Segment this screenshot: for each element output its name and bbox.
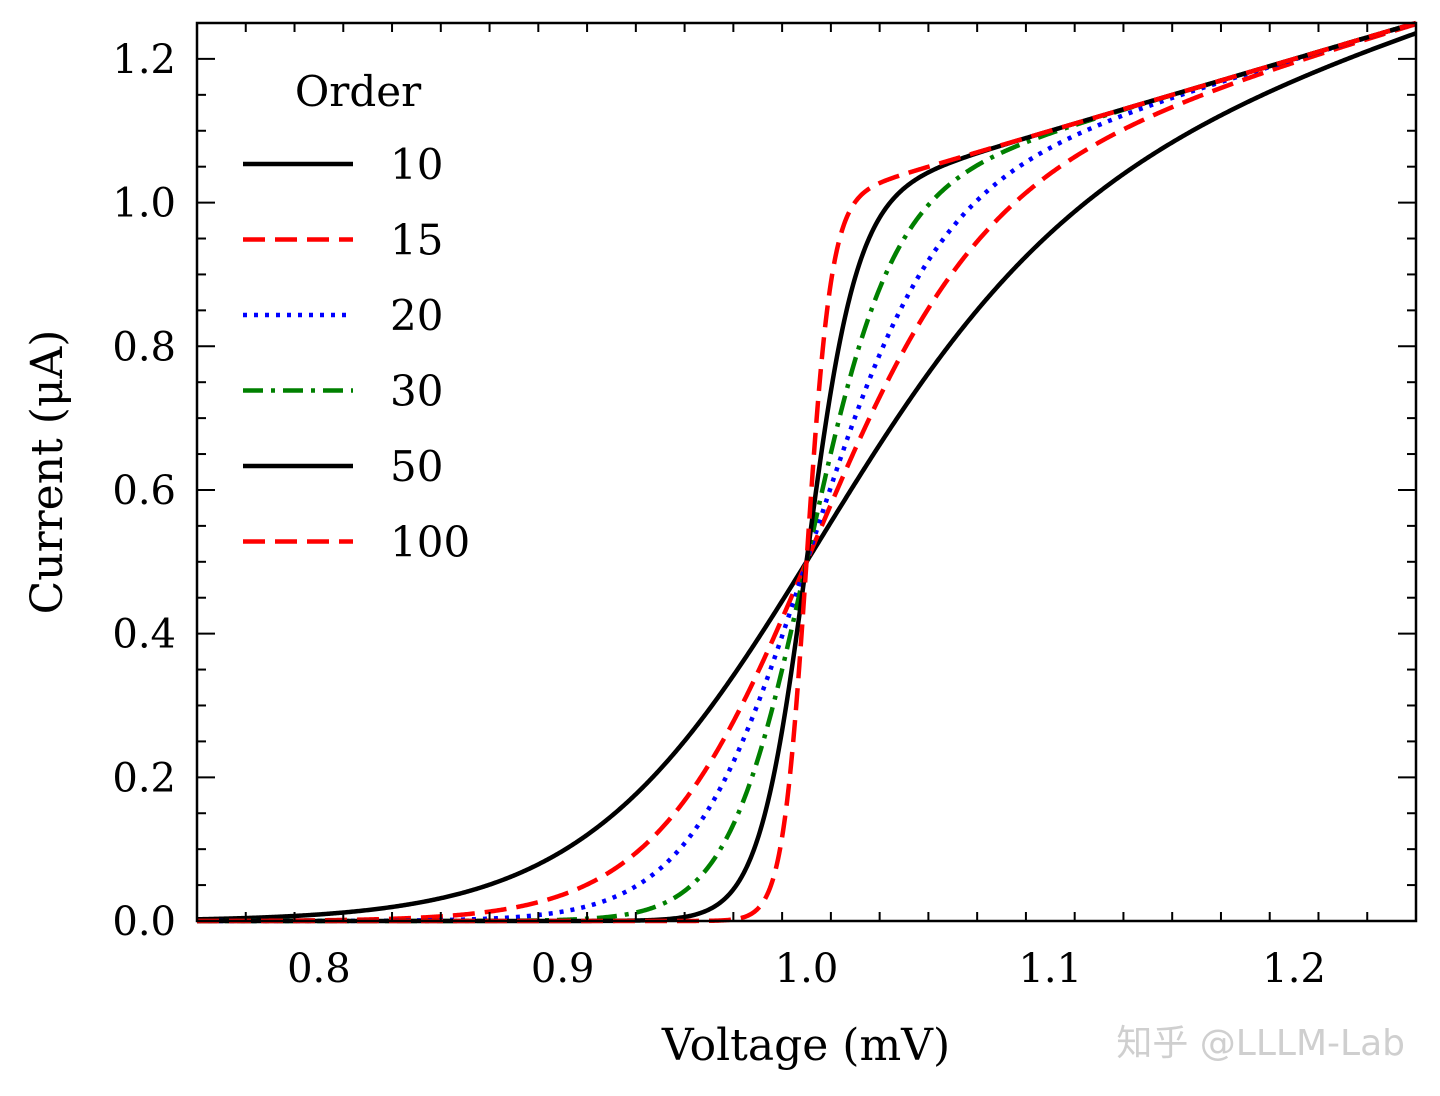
y-tick-label: 0.0 bbox=[112, 899, 176, 945]
legend-label-20: 20 bbox=[390, 291, 443, 340]
legend-label-15: 15 bbox=[390, 216, 443, 265]
y-tick-label: 1.0 bbox=[112, 181, 176, 227]
legend-label-100: 100 bbox=[390, 518, 470, 567]
ticks bbox=[196, 22, 1417, 922]
x-tick-label: 0.8 bbox=[287, 946, 351, 992]
y-tick-label: 1.2 bbox=[112, 37, 176, 83]
x-tick-labels: 0.8 0.9 1.0 1.1 1.2 bbox=[287, 946, 1326, 992]
watermark: 知乎 @LLLM-Lab bbox=[1116, 1023, 1405, 1064]
y-tick-label: 0.8 bbox=[112, 324, 176, 370]
series-line-50 bbox=[197, 20, 1417, 924]
legend-label-10: 10 bbox=[390, 140, 443, 189]
y-tick-labels: 0.0 0.2 0.4 0.6 0.8 1.0 1.2 bbox=[112, 37, 176, 945]
y-axis-title: Current (μA) bbox=[22, 330, 73, 615]
series-line-15 bbox=[197, 21, 1417, 924]
y-tick-label: 0.4 bbox=[112, 612, 176, 658]
x-axis-title: Voltage (mV) bbox=[661, 1020, 950, 1071]
x-tick-label: 1.2 bbox=[1262, 946, 1326, 992]
plot-frame bbox=[195, 21, 1418, 923]
legend-label-50: 50 bbox=[390, 442, 443, 491]
x-tick-label: 1.0 bbox=[775, 946, 839, 992]
series-line-20 bbox=[197, 20, 1417, 924]
y-tick-label: 0.6 bbox=[112, 468, 176, 514]
series-line-100 bbox=[197, 20, 1417, 924]
y-tick-label: 0.2 bbox=[112, 755, 176, 801]
legend-title: Order bbox=[295, 67, 422, 116]
series-line-10 bbox=[196, 31, 1417, 922]
legend: Order 10 15 20 30 50 100 bbox=[243, 67, 470, 567]
x-tick-label: 1.1 bbox=[1018, 946, 1082, 992]
series-line-30 bbox=[197, 20, 1417, 924]
legend-label-30: 30 bbox=[390, 367, 443, 416]
x-tick-label: 0.9 bbox=[531, 946, 595, 992]
curves bbox=[196, 20, 1417, 924]
